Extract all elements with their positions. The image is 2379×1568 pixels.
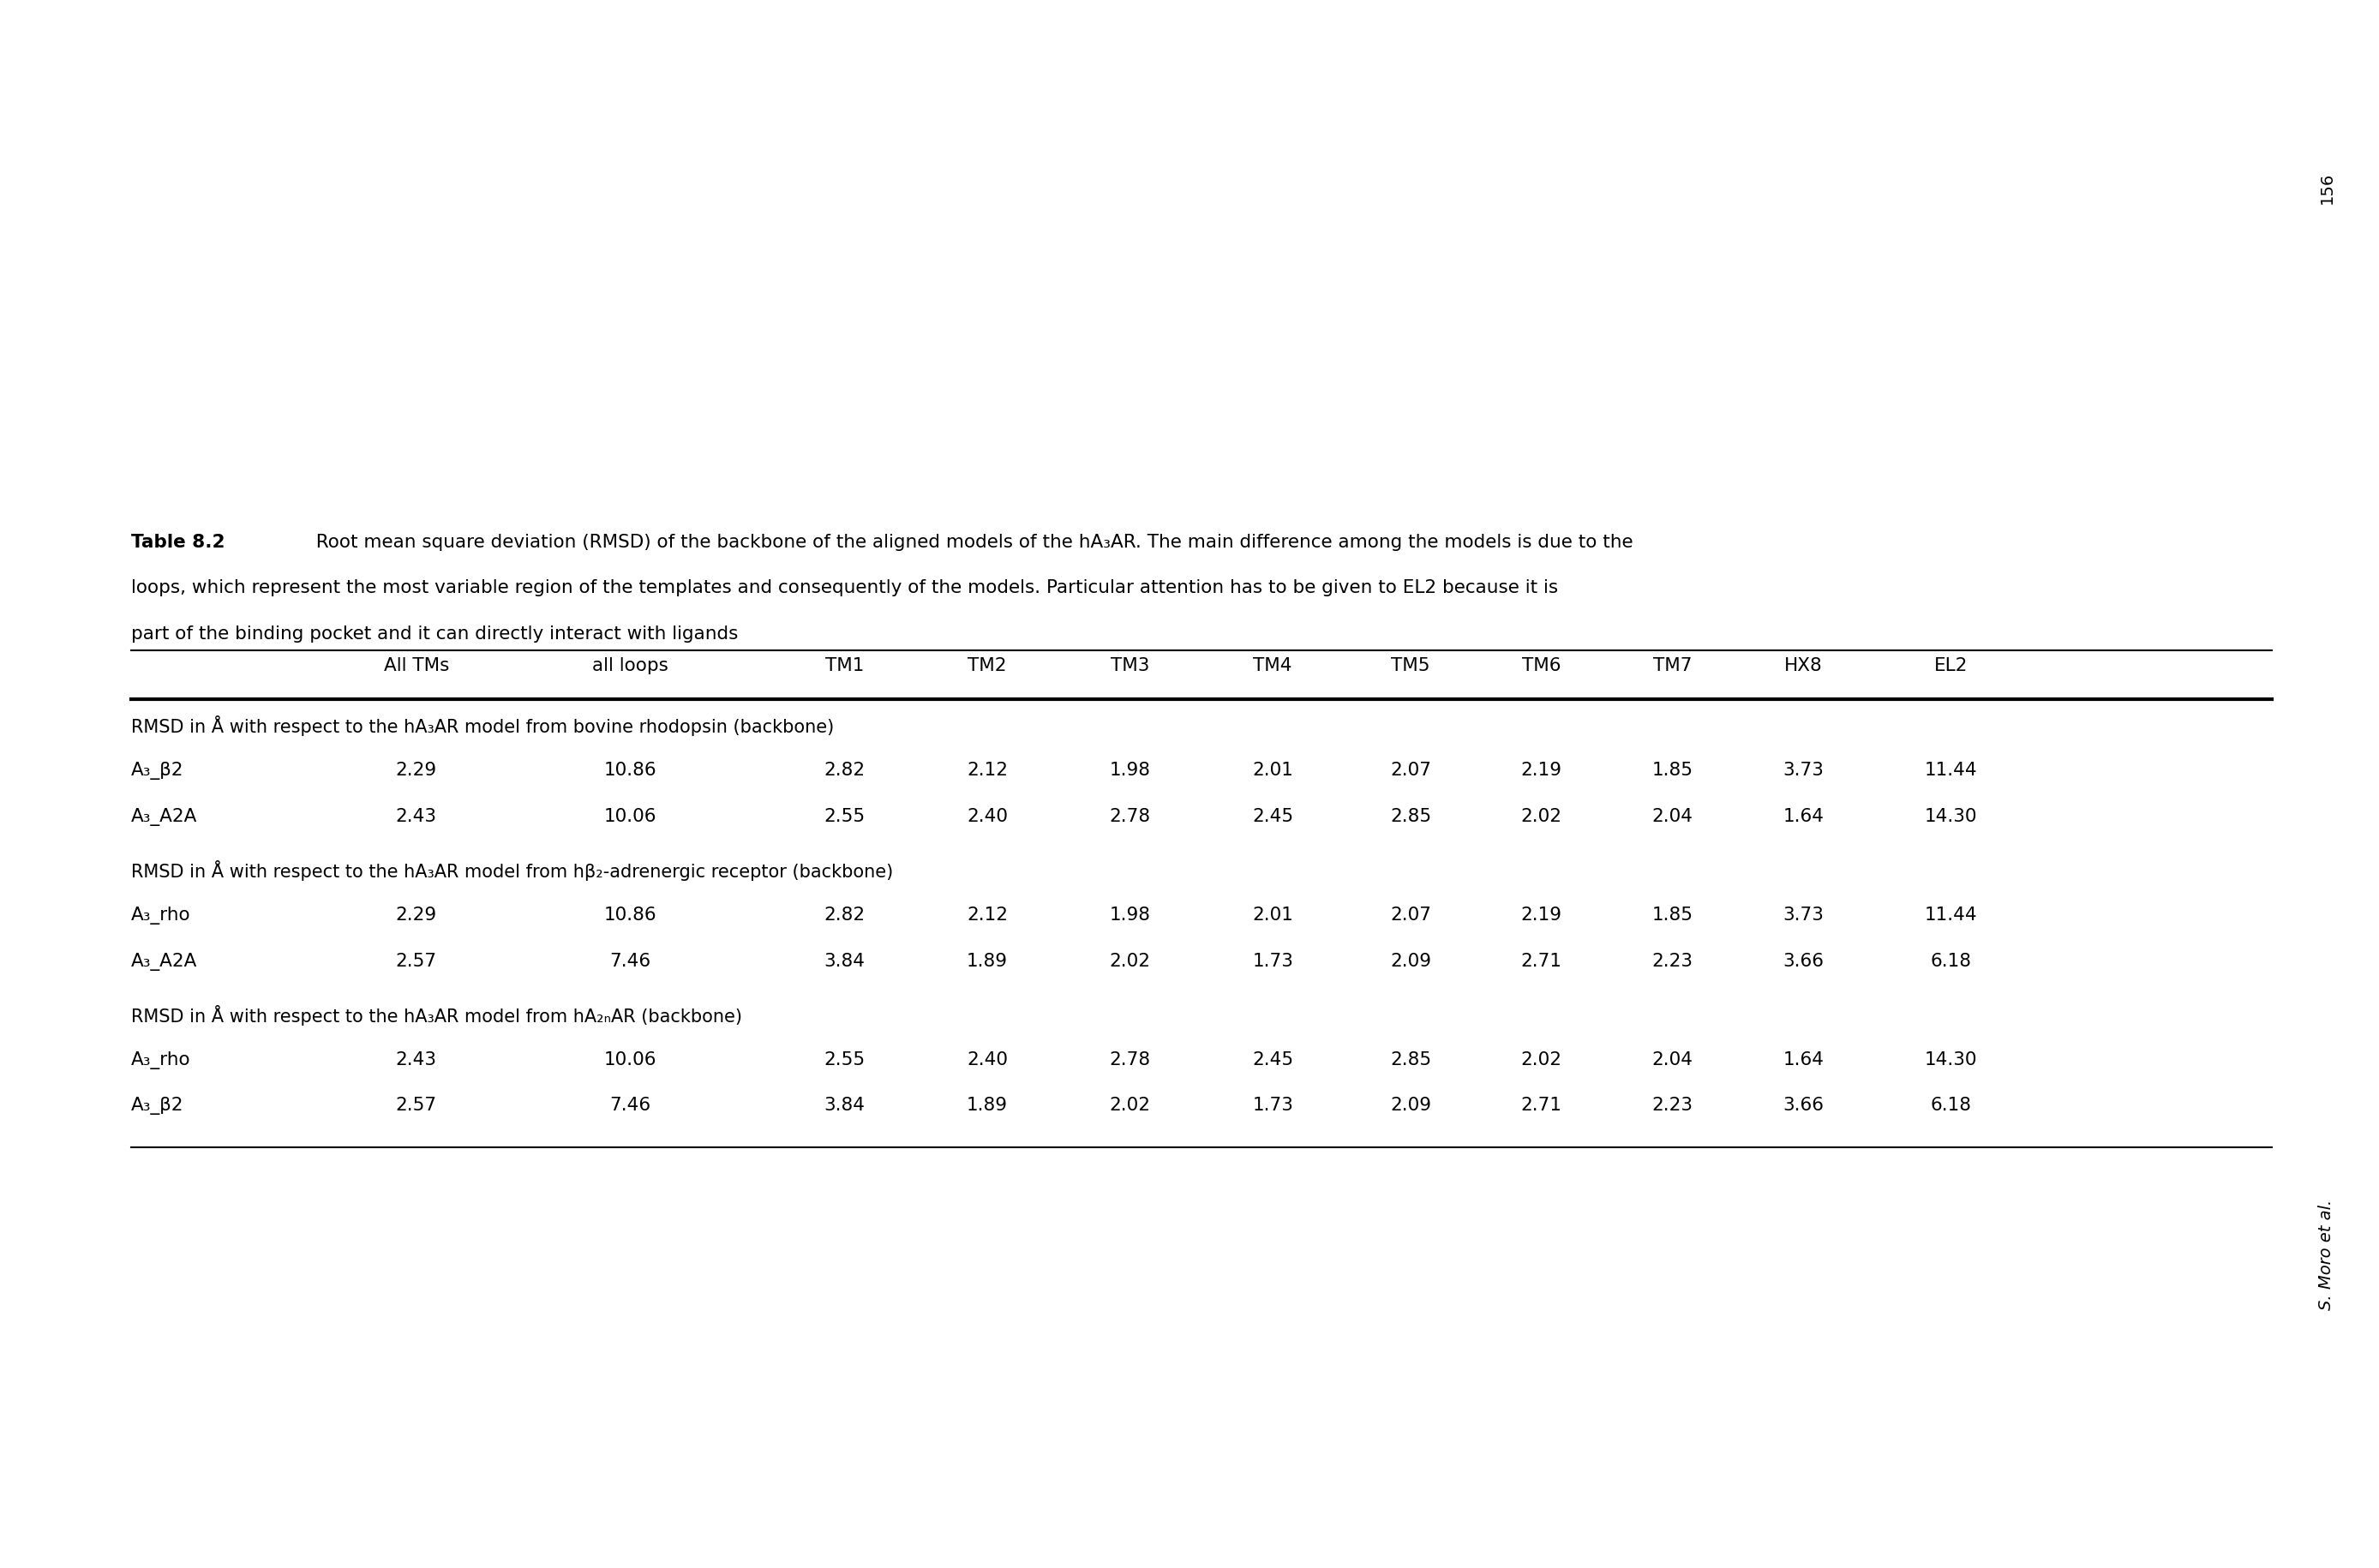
Text: 1.64: 1.64 — [1782, 1051, 1825, 1068]
Text: 2.09: 2.09 — [1389, 952, 1432, 969]
Text: Root mean square deviation (RMSD) of the backbone of the aligned models of the h: Root mean square deviation (RMSD) of the… — [305, 533, 1634, 550]
Text: 14.30: 14.30 — [1925, 808, 1977, 825]
Text: 2.40: 2.40 — [966, 1051, 1009, 1068]
Text: 2.23: 2.23 — [1651, 1096, 1694, 1113]
Text: loops, which represent the most variable region of the templates and consequentl: loops, which represent the most variable… — [131, 579, 1558, 596]
Text: TM4: TM4 — [1254, 657, 1292, 674]
Text: 10.86: 10.86 — [604, 906, 657, 924]
Text: 2.02: 2.02 — [1109, 1096, 1151, 1113]
Text: 2.45: 2.45 — [1251, 1051, 1294, 1068]
Text: TM1: TM1 — [826, 657, 864, 674]
Text: 2.29: 2.29 — [395, 906, 438, 924]
Text: TM7: TM7 — [1653, 657, 1691, 674]
Text: RMSD in Å with respect to the hA₃AR model from hA₂ₙAR (backbone): RMSD in Å with respect to the hA₃AR mode… — [131, 1004, 742, 1025]
Text: 11.44: 11.44 — [1925, 906, 1977, 924]
Text: 2.71: 2.71 — [1520, 1096, 1563, 1113]
Text: 2.40: 2.40 — [966, 808, 1009, 825]
Text: 1.85: 1.85 — [1651, 762, 1694, 779]
Text: 3.73: 3.73 — [1782, 906, 1825, 924]
Text: TM6: TM6 — [1523, 657, 1561, 674]
Text: EL2: EL2 — [1934, 657, 1967, 674]
Text: 1.64: 1.64 — [1782, 808, 1825, 825]
Text: 2.78: 2.78 — [1109, 808, 1151, 825]
Text: 2.02: 2.02 — [1109, 952, 1151, 969]
Text: 2.09: 2.09 — [1389, 1096, 1432, 1113]
Text: 2.01: 2.01 — [1251, 906, 1294, 924]
Text: 2.57: 2.57 — [395, 952, 438, 969]
Text: 2.43: 2.43 — [395, 808, 438, 825]
Text: 3.66: 3.66 — [1782, 952, 1825, 969]
Text: 2.78: 2.78 — [1109, 1051, 1151, 1068]
Text: 10.86: 10.86 — [604, 762, 657, 779]
Text: 2.12: 2.12 — [966, 906, 1009, 924]
Text: 2.19: 2.19 — [1520, 906, 1563, 924]
Text: 1.73: 1.73 — [1251, 1096, 1294, 1113]
Text: 2.71: 2.71 — [1520, 952, 1563, 969]
Text: 2.55: 2.55 — [823, 808, 866, 825]
Text: 2.55: 2.55 — [823, 1051, 866, 1068]
Text: Table 8.2: Table 8.2 — [131, 533, 224, 550]
Text: 1.85: 1.85 — [1651, 906, 1694, 924]
Text: 7.46: 7.46 — [609, 952, 652, 969]
Text: 10.06: 10.06 — [604, 1051, 657, 1068]
Text: HX8: HX8 — [1784, 657, 1822, 674]
Text: 6.18: 6.18 — [1929, 952, 1972, 969]
Text: A₃_A2A: A₃_A2A — [131, 808, 197, 826]
Text: 156: 156 — [2320, 172, 2334, 204]
Text: 14.30: 14.30 — [1925, 1051, 1977, 1068]
Text: TM3: TM3 — [1111, 657, 1149, 674]
Text: 11.44: 11.44 — [1925, 762, 1977, 779]
Text: 2.01: 2.01 — [1251, 762, 1294, 779]
Text: 1.73: 1.73 — [1251, 952, 1294, 969]
Text: All TMs: All TMs — [383, 657, 450, 674]
Text: 3.66: 3.66 — [1782, 1096, 1825, 1113]
Text: 2.45: 2.45 — [1251, 808, 1294, 825]
Text: 3.73: 3.73 — [1782, 762, 1825, 779]
Text: A₃_A2A: A₃_A2A — [131, 952, 197, 971]
Text: 2.23: 2.23 — [1651, 952, 1694, 969]
Text: 2.02: 2.02 — [1520, 1051, 1563, 1068]
Text: S. Moro et al.: S. Moro et al. — [2320, 1200, 2334, 1309]
Text: 2.43: 2.43 — [395, 1051, 438, 1068]
Text: 6.18: 6.18 — [1929, 1096, 1972, 1113]
Text: all loops: all loops — [592, 657, 668, 674]
Text: 10.06: 10.06 — [604, 808, 657, 825]
Text: 2.57: 2.57 — [395, 1096, 438, 1113]
Text: 2.82: 2.82 — [823, 906, 866, 924]
Text: RMSD in Å with respect to the hA₃AR model from bovine rhodopsin (backbone): RMSD in Å with respect to the hA₃AR mode… — [131, 715, 833, 735]
Text: RMSD in Å with respect to the hA₃AR model from hβ₂-adrenergic receptor (backbone: RMSD in Å with respect to the hA₃AR mode… — [131, 859, 892, 880]
Text: 1.98: 1.98 — [1109, 762, 1151, 779]
Text: 1.98: 1.98 — [1109, 906, 1151, 924]
Text: TM2: TM2 — [968, 657, 1006, 674]
Text: 2.07: 2.07 — [1389, 762, 1432, 779]
Text: 2.29: 2.29 — [395, 762, 438, 779]
Text: 2.04: 2.04 — [1651, 808, 1694, 825]
Text: A₃_rho: A₃_rho — [131, 906, 190, 924]
Text: 3.84: 3.84 — [823, 952, 866, 969]
Text: 2.04: 2.04 — [1651, 1051, 1694, 1068]
Text: TM5: TM5 — [1392, 657, 1430, 674]
Text: A₃_β2: A₃_β2 — [131, 1096, 183, 1115]
Text: A₃_β2: A₃_β2 — [131, 762, 183, 779]
Text: A₃_rho: A₃_rho — [131, 1051, 190, 1068]
Text: 1.89: 1.89 — [966, 1096, 1009, 1113]
Text: 2.12: 2.12 — [966, 762, 1009, 779]
Text: part of the binding pocket and it can directly interact with ligands: part of the binding pocket and it can di… — [131, 626, 737, 643]
Text: 2.85: 2.85 — [1389, 808, 1432, 825]
Text: 2.82: 2.82 — [823, 762, 866, 779]
Text: 2.85: 2.85 — [1389, 1051, 1432, 1068]
Text: 1.89: 1.89 — [966, 952, 1009, 969]
Text: 2.07: 2.07 — [1389, 906, 1432, 924]
Text: 7.46: 7.46 — [609, 1096, 652, 1113]
Text: 2.02: 2.02 — [1520, 808, 1563, 825]
Text: 3.84: 3.84 — [823, 1096, 866, 1113]
Text: 2.19: 2.19 — [1520, 762, 1563, 779]
